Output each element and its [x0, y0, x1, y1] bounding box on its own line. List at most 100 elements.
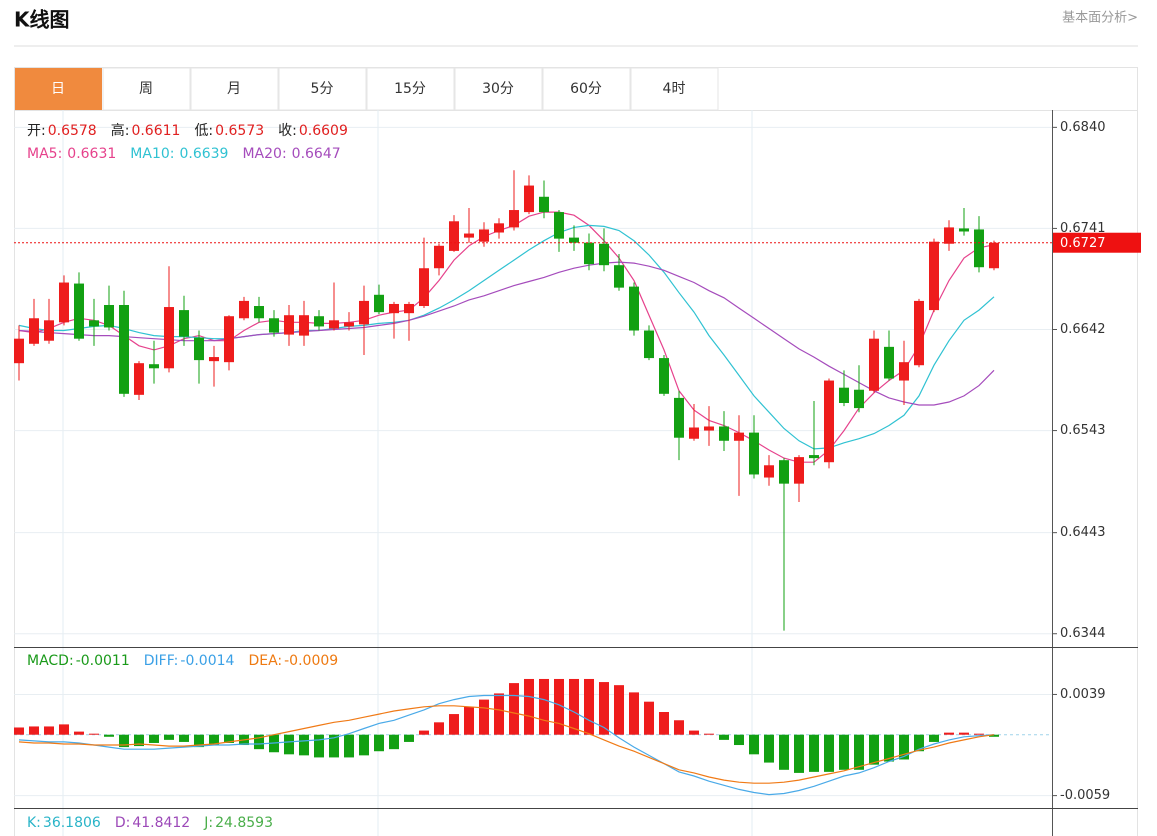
- candle-body: [974, 229, 984, 268]
- tab-label[interactable]: 月: [227, 81, 241, 97]
- macd-bar: [179, 734, 189, 742]
- legend-value: 0.6573: [215, 123, 264, 139]
- candle-body: [29, 318, 39, 344]
- candle-body: [959, 228, 969, 232]
- legend-value: 41.8412: [132, 815, 190, 831]
- y-tick-label: 0.6344: [1060, 626, 1106, 641]
- candle-body: [284, 315, 294, 335]
- indicator-line: [18, 705, 995, 784]
- macd-bar: [839, 734, 849, 770]
- candle-body: [989, 242, 999, 269]
- tab[interactable]: 4时: [630, 67, 719, 111]
- indicator-line: [18, 694, 995, 796]
- tab-label[interactable]: 5分: [311, 81, 334, 97]
- tab[interactable]: 5分: [278, 67, 367, 111]
- legend: K: 36.1806 D: 41.8412 J: 24.8593: [27, 815, 273, 831]
- tab-bg[interactable]: [190, 67, 279, 111]
- candle-body: [314, 316, 324, 327]
- candle-body: [824, 380, 834, 463]
- y-tick-label: 0.6642: [1060, 322, 1106, 337]
- legend-label: DIFF:: [144, 653, 179, 669]
- tab-bg[interactable]: [630, 67, 719, 111]
- macd-bar: [539, 678, 549, 735]
- candle-body: [134, 363, 144, 395]
- ma-legend: MA5: 0.6631 MA10: 0.6639 MA20: 0.6647: [27, 146, 341, 162]
- macd-bar: [599, 682, 609, 735]
- tab[interactable]: 日: [15, 68, 102, 110]
- macd-bar: [704, 733, 714, 735]
- tab-bg[interactable]: [102, 67, 191, 111]
- candle-body: [119, 304, 129, 394]
- tab[interactable]: 60分: [542, 67, 631, 111]
- candle-body: [929, 241, 939, 311]
- macd-bar: [674, 720, 684, 735]
- legend: 开: 0.6578 高: 0.6611 低: 0.6573 收: 0.6609: [27, 122, 348, 139]
- candle-body: [539, 196, 549, 213]
- macd-bar: [479, 699, 489, 735]
- legend-value: 36.1806: [43, 815, 101, 831]
- macd-bar: [44, 726, 54, 735]
- macd-bar: [59, 724, 69, 735]
- macd-bar: [254, 734, 264, 750]
- macd-bar: [494, 693, 504, 735]
- tab-label[interactable]: 4时: [663, 81, 686, 97]
- macd-bar: [749, 734, 759, 755]
- macd-bar: [869, 734, 879, 765]
- legend-label: K:: [27, 815, 41, 831]
- candle-body: [569, 237, 579, 243]
- candle-body: [269, 318, 279, 333]
- candle-body: [509, 210, 519, 228]
- tab[interactable]: 周: [102, 67, 191, 111]
- macd-bar: [779, 734, 789, 770]
- candle-body: [794, 457, 804, 484]
- macd-bar: [284, 734, 294, 755]
- candle-body: [179, 310, 189, 337]
- tab-bg[interactable]: [278, 67, 367, 111]
- candle-body: [614, 265, 624, 288]
- candle-body: [104, 304, 114, 328]
- tab-bg[interactable]: [366, 67, 455, 111]
- tab-label[interactable]: 15分: [394, 81, 426, 97]
- macd-bar: [419, 730, 429, 735]
- macd-bar: [659, 712, 669, 735]
- macd-bar: [194, 734, 204, 748]
- macd-bar: [569, 678, 579, 735]
- candle-body: [659, 358, 669, 394]
- tab-bg[interactable]: [542, 67, 631, 111]
- legend-label: MA20:: [242, 146, 286, 162]
- candle-body: [869, 338, 879, 391]
- macd-bar: [824, 734, 834, 772]
- current-price-tag: [1053, 232, 1141, 253]
- candle-body: [599, 243, 609, 266]
- macd-bar: [794, 734, 804, 773]
- tab[interactable]: 30分: [454, 67, 543, 111]
- tab-label[interactable]: 30分: [482, 81, 514, 97]
- macd-bar: [884, 734, 894, 762]
- y-tick-label: 0.6840: [1060, 120, 1106, 135]
- candle-body: [374, 294, 384, 313]
- candle-body: [89, 320, 99, 327]
- tab-label[interactable]: 日: [51, 81, 65, 97]
- macd-bar: [134, 734, 144, 747]
- macd-bar: [389, 734, 399, 750]
- tab-label[interactable]: 60分: [570, 81, 602, 97]
- macd-bar: [584, 678, 594, 735]
- y-tick-label: 0.0039: [1060, 687, 1106, 702]
- candle-body: [734, 432, 744, 441]
- tab-bg[interactable]: [15, 68, 102, 110]
- tab[interactable]: 15分: [366, 67, 455, 111]
- tab-bg[interactable]: [454, 67, 543, 111]
- macd-bar: [809, 734, 819, 772]
- candle-body: [359, 300, 369, 325]
- tab-label[interactable]: 周: [139, 81, 153, 97]
- macd-bar: [974, 733, 984, 735]
- legend-value: 0.6647: [292, 146, 341, 162]
- candle-body: [464, 233, 474, 238]
- candle-body: [299, 315, 309, 336]
- fundamental-link[interactable]: 基本面分析>: [1062, 11, 1138, 26]
- candle-body: [494, 223, 504, 233]
- tab[interactable]: 月: [190, 67, 279, 111]
- macd-bar: [614, 685, 624, 735]
- legend-value: 0.6578: [48, 123, 97, 139]
